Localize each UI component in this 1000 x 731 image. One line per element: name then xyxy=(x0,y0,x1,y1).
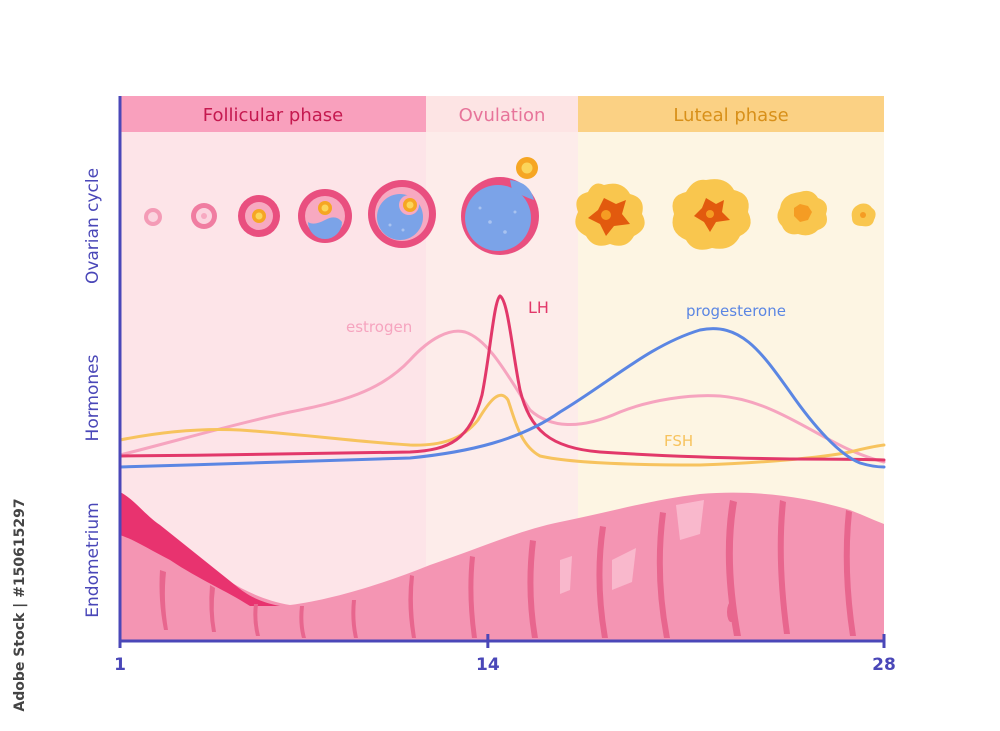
phase-header-luteal-phase xyxy=(578,96,884,132)
x-tick-label-1: 1 xyxy=(114,655,126,675)
menstrual-shedding xyxy=(120,492,280,606)
endometrium-illustration xyxy=(120,492,884,640)
antral-follicle-icon xyxy=(368,180,436,248)
phase-label-follicular-phase: Follicular phase xyxy=(203,105,344,126)
phase-header-ovulation xyxy=(426,96,578,132)
row-label-endometrium: Endometrium xyxy=(83,502,103,617)
estrogen-curve xyxy=(118,329,886,464)
x-tick-label-28: 28 xyxy=(872,655,896,675)
corpus-luteum-mature-icon xyxy=(672,179,751,250)
endometrial-glands xyxy=(159,500,856,638)
stock-watermark-text: Adobe Stock | #150615297 xyxy=(12,498,28,711)
hormone-label-fsh: FSH xyxy=(664,432,693,450)
early-antral-follicle-icon xyxy=(298,189,352,243)
hormone-labels: estrogen LH progesterone FSH xyxy=(346,298,786,450)
row-label-ovarian-cycle: Ovarian cycle xyxy=(83,168,103,284)
lh-curve xyxy=(118,294,886,462)
secondary-follicle-icon xyxy=(238,195,280,237)
x-tick-label-14: 14 xyxy=(476,655,500,675)
released-egg-icon xyxy=(516,157,538,179)
progesterone-curve xyxy=(118,327,886,469)
primary-follicle-icon xyxy=(191,203,217,229)
phase-label-luteal-phase: Luteal phase xyxy=(673,105,788,126)
phase-header-follicular-phase xyxy=(120,96,426,132)
phase-headers: Follicular phase Ovulation Luteal phase xyxy=(120,96,884,132)
endometrium-highlights xyxy=(560,500,704,594)
mature-follicle-icon xyxy=(461,177,539,255)
corpus-luteum-early-icon xyxy=(575,183,645,246)
corpus-luteum-regressing-icon xyxy=(777,190,827,236)
hormone-label-lh: LH xyxy=(528,298,549,317)
primordial-follicle-icon xyxy=(144,208,162,226)
row-label-hormones: Hormones xyxy=(83,354,103,441)
ovarian-cycle-illustration xyxy=(144,157,876,255)
phase-label-ovulation: Ovulation xyxy=(459,105,546,126)
hormone-label-progesterone: progesterone xyxy=(686,302,786,320)
axes: 1 14 28 xyxy=(114,96,896,675)
hormone-label-estrogen: estrogen xyxy=(346,318,412,336)
corpus-albicans-icon xyxy=(851,203,876,227)
hormone-curves xyxy=(118,294,886,469)
